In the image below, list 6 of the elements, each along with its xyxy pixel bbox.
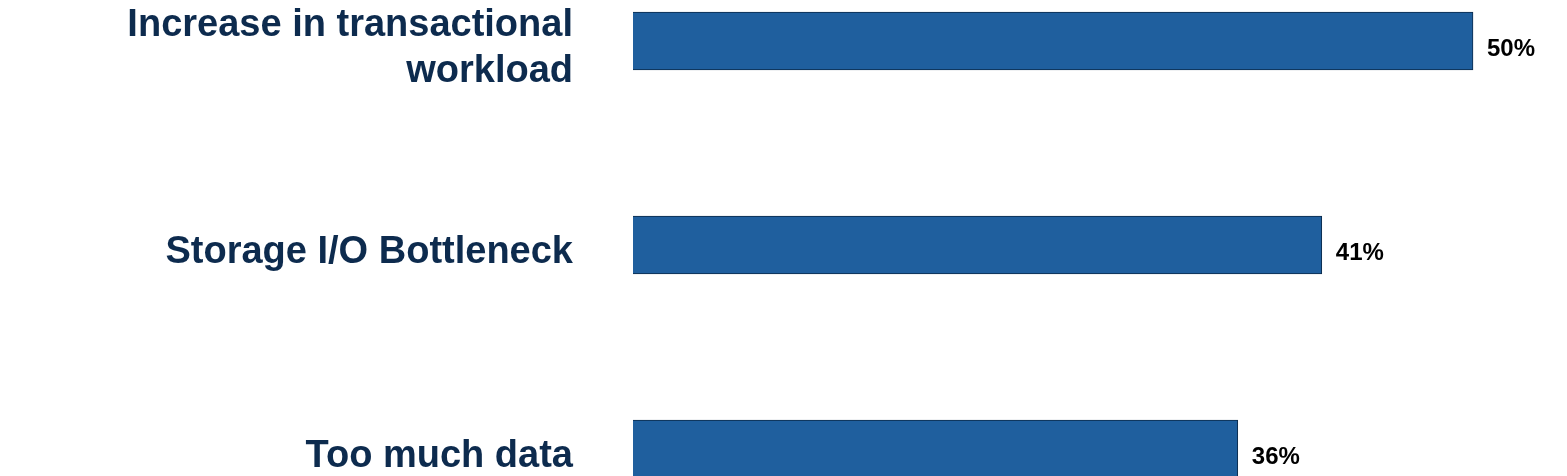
y-tick-label: Too much data [305,433,574,476]
y-tick-label: Storage I/O Bottleneck [165,229,574,272]
data-label: 41% [1335,237,1384,265]
data-label: 36% [1251,441,1300,469]
y-tick-label: Increase in transactional workload [127,2,573,91]
data-label: 50% [1487,33,1536,61]
